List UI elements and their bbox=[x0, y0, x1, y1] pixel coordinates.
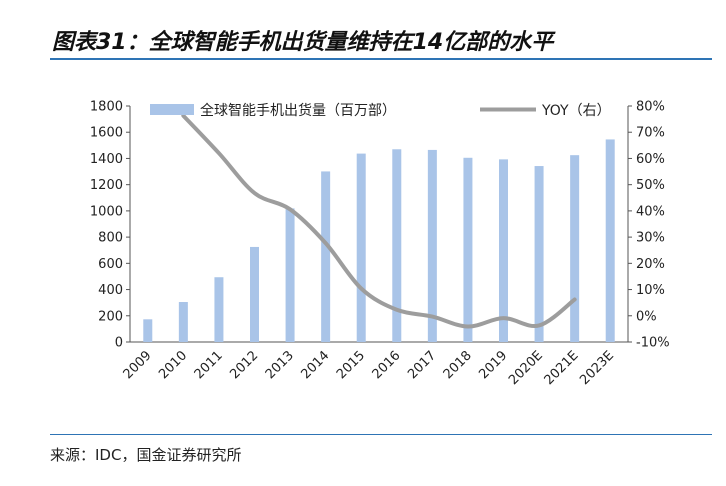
chart-title: 图表31：全球智能手机出货量维持在14亿部的水平 bbox=[52, 30, 554, 55]
shipment-bar bbox=[285, 208, 295, 342]
x-axis-tick-label: 2017 bbox=[405, 348, 439, 382]
x-axis-tick-label: 2016 bbox=[370, 348, 404, 382]
left-axis-tick-label: 1800 bbox=[90, 100, 123, 115]
right-axis-tick-label: 60% bbox=[636, 152, 665, 167]
left-axis-tick-label: 1200 bbox=[90, 178, 123, 193]
shipment-bar bbox=[570, 155, 580, 342]
x-axis-tick-label: 2013 bbox=[263, 348, 297, 382]
x-axis-tick-label: 2014 bbox=[298, 348, 332, 382]
x-axis-tick-label: 2015 bbox=[334, 348, 368, 382]
left-axis-tick-label: 800 bbox=[98, 231, 123, 246]
left-axis-tick-label: 0 bbox=[115, 336, 123, 351]
x-axis-tick-label: 2018 bbox=[441, 348, 475, 382]
shipment-bar bbox=[605, 139, 615, 342]
shipment-bar bbox=[250, 246, 259, 342]
right-axis-tick-label: 70% bbox=[636, 126, 665, 141]
x-axis-tick-label: 2010 bbox=[156, 348, 190, 382]
right-axis-tick-label: 80% bbox=[636, 100, 665, 115]
right-axis-tick-label: 50% bbox=[636, 178, 665, 193]
legend-line-label: YOY（右） bbox=[541, 103, 611, 119]
right-axis-tick-label: 0% bbox=[636, 309, 657, 324]
right-axis-tick-label: -10% bbox=[636, 336, 670, 351]
right-axis-tick-label: 10% bbox=[636, 283, 665, 298]
legend-bar-swatch bbox=[150, 104, 194, 115]
shipment-bar bbox=[392, 149, 402, 342]
right-axis-tick-label: 40% bbox=[636, 204, 665, 219]
x-axis-tick-label: 2011 bbox=[192, 348, 226, 382]
left-axis-tick-label: 400 bbox=[98, 283, 123, 298]
shipment-bar bbox=[463, 157, 473, 342]
source-divider bbox=[50, 434, 712, 435]
shipment-bar bbox=[143, 319, 153, 342]
x-axis-tick-label: 2012 bbox=[227, 348, 261, 382]
x-axis-tick-label: 2023E bbox=[577, 348, 617, 388]
left-axis-tick-label: 200 bbox=[98, 309, 123, 324]
shipment-bar bbox=[427, 149, 437, 342]
source-note: 来源：IDC，国金证券研究所 bbox=[50, 446, 242, 464]
shipment-bar bbox=[534, 166, 544, 342]
right-axis-tick-label: 20% bbox=[636, 257, 665, 272]
right-axis-tick-label: 30% bbox=[636, 231, 665, 246]
x-axis-tick-label: 2020E bbox=[506, 348, 546, 388]
title-bar: 图表31：全球智能手机出货量维持在14亿部的水平 bbox=[50, 20, 712, 60]
shipment-bar bbox=[356, 153, 366, 342]
left-axis-tick-label: 1400 bbox=[90, 152, 123, 167]
x-axis-tick-label: 2021E bbox=[542, 348, 582, 388]
shipment-bar bbox=[214, 277, 224, 342]
left-axis-tick-label: 1000 bbox=[90, 204, 123, 219]
x-axis-tick-label: 2009 bbox=[121, 348, 155, 382]
shipment-bar bbox=[321, 171, 331, 342]
left-axis-tick-label: 600 bbox=[98, 257, 123, 272]
shipment-bar bbox=[178, 302, 188, 342]
yoy-line bbox=[181, 113, 577, 329]
shipment-bar bbox=[499, 159, 508, 342]
legend-bar-label: 全球智能手机出货量（百万部） bbox=[200, 102, 396, 119]
left-axis-tick-label: 1600 bbox=[90, 126, 123, 141]
